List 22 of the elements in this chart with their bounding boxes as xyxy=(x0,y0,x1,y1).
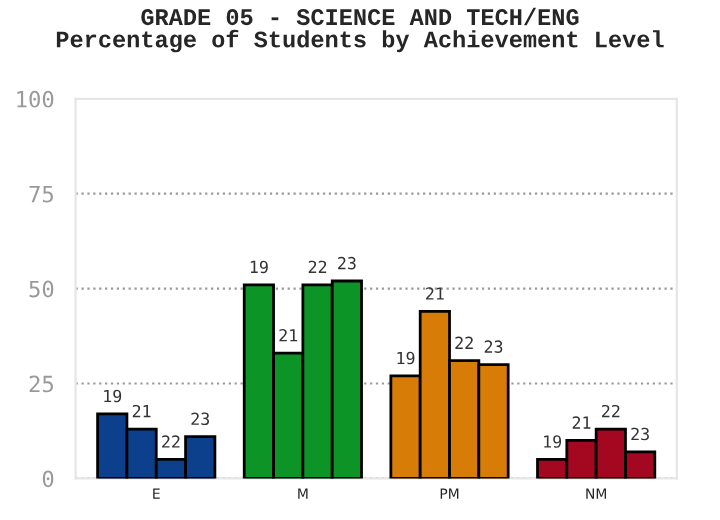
text: 22 xyxy=(602,404,620,418)
text: 19 xyxy=(397,351,415,365)
y-tick-label: 100 xyxy=(17,90,54,108)
chart-title: GRADE 05 - SCIENCE AND TECH/ENG Percentage of Students by Achievement Level xyxy=(56,7,664,53)
text: 19 xyxy=(250,260,268,274)
y-tick-label: 75 xyxy=(29,186,53,203)
series-label: 23 xyxy=(191,412,210,426)
text: 21 xyxy=(279,328,298,342)
text: 23 xyxy=(338,256,356,270)
text: 23 xyxy=(484,340,503,353)
y-tick-label: 50 xyxy=(29,280,54,298)
text: 19 xyxy=(544,435,562,448)
text: 22 xyxy=(308,260,327,273)
text: 21 xyxy=(426,287,444,300)
y-tick-label: 0 xyxy=(42,470,54,488)
series-label: 21 xyxy=(132,404,151,418)
text: 21 xyxy=(572,416,591,429)
y-tick-label: 25 xyxy=(29,375,53,393)
series-label: 19 xyxy=(104,389,122,403)
text: 22 xyxy=(455,336,473,349)
series-label: 22 xyxy=(162,435,180,448)
text: 23 xyxy=(631,427,649,441)
